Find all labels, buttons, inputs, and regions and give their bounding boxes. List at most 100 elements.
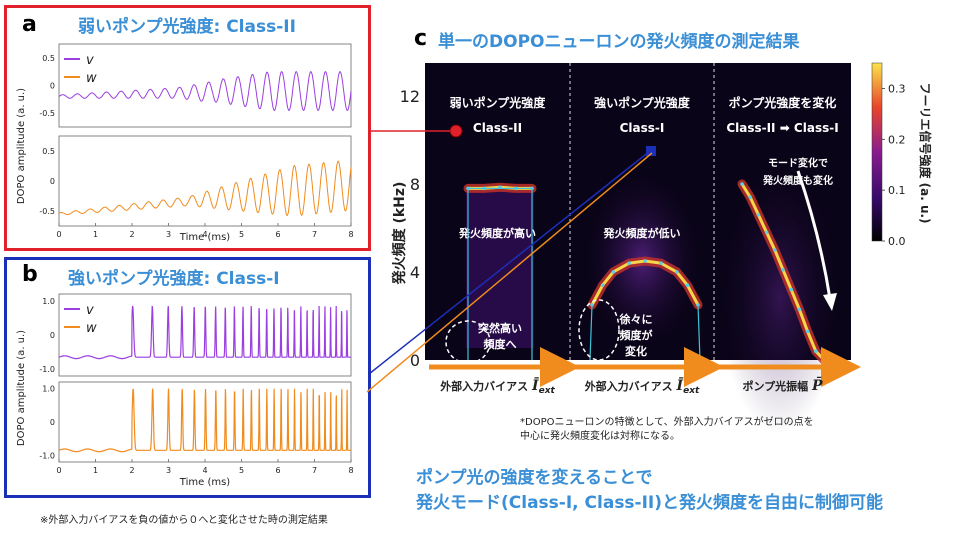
ridge-3-point xyxy=(789,287,793,292)
panel-b-chart: DOPO amplitude (a. u.) 1.00-1.0 1.00-1.0… xyxy=(16,293,354,488)
callout1-line1: 突然高い xyxy=(478,321,522,335)
a-xtick-label: 8 xyxy=(348,230,353,239)
ridge-2-point xyxy=(675,270,679,274)
b-bottom-ytick-label: 0 xyxy=(50,418,55,427)
ridge-3-point xyxy=(748,195,752,199)
a-xtick-label: 0 xyxy=(56,230,61,239)
b-bottom-ytick-label: 1.0 xyxy=(42,385,55,394)
conclusion-line1: ポンプ光の強度を変えることで xyxy=(416,468,653,488)
b-xtick-label: 5 xyxy=(239,466,244,475)
mode-change-arrow xyxy=(796,170,832,300)
b-xtick-label: 7 xyxy=(312,466,317,475)
panel-c-chart: 発火頻度 (kHz) 12 8 4 0 弱いポンプ光強度 Class-II 発火頻度が高い… xyxy=(391,62,933,434)
panel-a-letter: a xyxy=(22,12,37,37)
callout2-line3: 変化 xyxy=(625,344,647,358)
panel-a-v-trace xyxy=(58,71,352,111)
conclusion-line2: 発火モード(Class-I, Class-II)と発火頻度を自由に制御可能 xyxy=(416,493,884,513)
colorbar-tick-label: 0.2 xyxy=(888,133,906,146)
colorbar xyxy=(871,62,883,242)
b-xtick-label: 2 xyxy=(129,466,134,475)
a-xtick-label: 2 xyxy=(129,230,134,239)
b-top-ytick-label: 0 xyxy=(50,331,55,340)
c-ytick-label: 8 xyxy=(410,175,420,194)
panel-a-title: 弱いポンプ光強度: Class-II xyxy=(78,17,296,37)
ridge-3-point xyxy=(797,307,802,312)
section1-title: 弱いポンプ光強度 xyxy=(450,95,547,110)
a-xtick-label: 4 xyxy=(202,230,207,239)
panel-b-v-trace xyxy=(58,305,351,360)
b-top-ytick-label: 1.0 xyxy=(42,297,55,306)
panel-b-w-trace xyxy=(58,388,351,453)
section3-axis-label: ポンプ光振幅 P̄ xyxy=(742,375,823,394)
panel-a-ylabel: DOPO amplitude (a. u.) xyxy=(16,88,27,204)
panel-c-note-line1: *DOPOニューロンの特徴として、外部入力バイアスがゼロの点を xyxy=(520,417,814,428)
ridge-3-point xyxy=(764,230,769,235)
a-bottom-ytick-label: 0 xyxy=(50,177,55,186)
panel-c-ylabel: 発火頻度 (kHz) xyxy=(391,182,408,286)
callout2-line2: 頻度が xyxy=(620,328,653,342)
section3-annotation-line1: モード変化で xyxy=(768,156,828,169)
section2-title: 強いポンプ光強度 xyxy=(594,95,691,110)
colorbar-label: フーリエ信号強度 (a. u.) xyxy=(918,82,933,223)
b-top-ytick-label: -1.0 xyxy=(39,365,55,374)
panel-c-note-line2: 中心に発火頻度変化は対称になる。 xyxy=(520,431,680,442)
ridge-3-point xyxy=(740,182,744,186)
ridge-3-point xyxy=(805,329,810,334)
ridge-2-point xyxy=(627,261,631,265)
c-ytick-label: 12 xyxy=(400,87,420,106)
panel-a-xlabel: Time (ms) xyxy=(179,232,231,243)
colorbar-tick-label: 0.0 xyxy=(888,235,906,248)
colorbar-tick-label: 0.3 xyxy=(888,82,906,95)
a-xtick-label: 6 xyxy=(275,230,280,239)
panel-a-bottom-frame xyxy=(58,135,352,227)
a-top-ytick-label: 0.5 xyxy=(42,54,55,63)
panel-b-letter: b xyxy=(22,262,38,287)
ridge-2-point xyxy=(643,259,647,263)
section2-subtitle: Class-I xyxy=(620,121,665,135)
a-bottom-ytick-label: 0.5 xyxy=(42,147,55,156)
section2-axis-label: 外部入力バイアス Īext xyxy=(584,375,700,396)
panel-a-legend-w: w xyxy=(86,71,97,86)
section3-subtitle: Class-II ➡ Class-I xyxy=(726,121,838,135)
a-top-ytick-label: 0 xyxy=(50,82,55,91)
a-xtick-label: 5 xyxy=(239,230,244,239)
b-xtick-label: 1 xyxy=(93,466,98,475)
panel-a-top-frame xyxy=(58,43,352,128)
a-xtick-label: 3 xyxy=(166,230,171,239)
ridge-3-point xyxy=(756,213,761,217)
b-xtick-label: 8 xyxy=(348,466,353,475)
section1-annotation: 発火頻度が高い xyxy=(458,226,536,240)
panel-c-title: 単一のDOPOニューロンの発火頻度の測定結果 xyxy=(438,32,800,52)
a-xtick-label: 7 xyxy=(312,230,317,239)
panel-b-ylabel: DOPO amplitude (a. u.) xyxy=(16,330,27,446)
mode-change-arrowhead xyxy=(823,293,837,311)
ridge-3-point xyxy=(814,349,818,354)
panel-c-letter: c xyxy=(414,26,428,51)
b-xtick-label: 0 xyxy=(56,466,61,475)
ridge-2-point xyxy=(659,261,663,265)
class2-marker xyxy=(449,124,463,138)
panel-b-legend-v: v xyxy=(86,303,94,318)
b-bottom-ytick-label: -1.0 xyxy=(39,451,55,460)
section3-title: ポンプ光強度を変化 xyxy=(729,95,837,110)
section1-axis-label: 外部入力バイアス Īext xyxy=(439,375,555,396)
section3-annotation-line2: 発火頻度も変化 xyxy=(762,174,833,187)
section3-glow xyxy=(720,162,840,434)
ridge-3-point xyxy=(822,358,826,362)
ridge-2-point xyxy=(685,283,690,287)
c-ytick-label: 4 xyxy=(410,263,420,282)
c-ytick-label: 0 xyxy=(410,351,420,370)
panel-b-title: 強いポンプ光強度: Class-I xyxy=(68,269,280,289)
class1-marker xyxy=(646,146,656,156)
panel-b-footnote: ※外部入力バイアスを負の値から０へと変化させた時の測定結果 xyxy=(40,515,328,526)
ridge-2-point xyxy=(600,283,605,287)
panel-a-chart: DOPO amplitude (a. u.) 0.5 0 -0.5 0.5 0 -0.5… xyxy=(16,43,354,243)
a-xtick-label: 1 xyxy=(93,230,98,239)
section2-annotation: 発火頻度が低い xyxy=(603,226,681,240)
a-bottom-ytick-label: -0.5 xyxy=(39,207,55,216)
callout2-line1: 徐々に xyxy=(619,312,653,326)
panel-a-w-trace xyxy=(58,160,352,217)
b-xtick-label: 6 xyxy=(275,466,280,475)
a-top-ytick-label: -0.5 xyxy=(39,109,55,118)
callout1-line2: 頻度へ xyxy=(484,337,517,351)
